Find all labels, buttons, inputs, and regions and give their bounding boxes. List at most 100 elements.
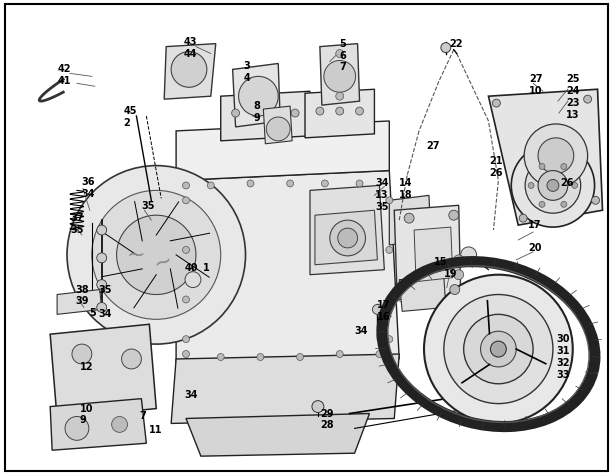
- Text: 19: 19: [444, 269, 457, 279]
- Circle shape: [525, 158, 581, 213]
- Circle shape: [547, 180, 559, 191]
- Circle shape: [312, 400, 324, 412]
- Text: 43: 43: [184, 37, 197, 47]
- Circle shape: [183, 197, 189, 204]
- Circle shape: [444, 294, 553, 404]
- Circle shape: [356, 180, 363, 187]
- Circle shape: [572, 182, 577, 189]
- Circle shape: [207, 182, 215, 189]
- Text: 16: 16: [378, 313, 391, 323]
- Text: 44: 44: [184, 48, 197, 58]
- Polygon shape: [221, 91, 310, 141]
- Polygon shape: [264, 106, 292, 144]
- Polygon shape: [57, 290, 102, 314]
- Text: 20: 20: [528, 243, 542, 253]
- Circle shape: [463, 314, 533, 384]
- Polygon shape: [186, 414, 370, 456]
- Circle shape: [519, 214, 527, 222]
- Circle shape: [441, 43, 451, 53]
- Circle shape: [492, 99, 500, 107]
- Text: 27: 27: [426, 141, 440, 151]
- Polygon shape: [320, 44, 360, 105]
- Text: 13: 13: [375, 190, 389, 200]
- Circle shape: [316, 107, 324, 115]
- Text: 8: 8: [253, 101, 261, 111]
- Text: 42: 42: [58, 65, 72, 75]
- Circle shape: [257, 353, 264, 361]
- Circle shape: [461, 247, 476, 263]
- Circle shape: [217, 353, 224, 361]
- Circle shape: [324, 60, 356, 92]
- Circle shape: [450, 285, 460, 294]
- Polygon shape: [310, 185, 384, 275]
- Text: 14: 14: [399, 179, 413, 189]
- Circle shape: [97, 225, 107, 235]
- Polygon shape: [399, 276, 446, 312]
- Circle shape: [232, 109, 240, 117]
- Text: 10: 10: [529, 86, 543, 96]
- Polygon shape: [164, 44, 216, 99]
- Circle shape: [67, 166, 246, 344]
- Polygon shape: [176, 121, 389, 180]
- Text: 17: 17: [528, 220, 542, 230]
- Circle shape: [376, 351, 383, 358]
- Circle shape: [490, 341, 506, 357]
- Text: 2: 2: [124, 118, 131, 128]
- Text: 1: 1: [203, 263, 210, 273]
- Text: 26: 26: [489, 168, 503, 178]
- Polygon shape: [176, 171, 399, 369]
- Text: 34: 34: [81, 190, 94, 200]
- Circle shape: [65, 417, 89, 440]
- Circle shape: [424, 275, 573, 423]
- Circle shape: [112, 417, 128, 432]
- Circle shape: [336, 49, 344, 57]
- Circle shape: [449, 210, 459, 220]
- Circle shape: [511, 144, 595, 227]
- Circle shape: [524, 124, 588, 188]
- Circle shape: [116, 215, 196, 294]
- Polygon shape: [489, 89, 603, 225]
- Circle shape: [561, 163, 567, 170]
- Text: 5: 5: [340, 38, 346, 48]
- Circle shape: [373, 304, 383, 314]
- Text: 30: 30: [556, 334, 569, 344]
- Circle shape: [336, 107, 344, 115]
- Text: 6: 6: [340, 50, 346, 60]
- Circle shape: [386, 247, 393, 253]
- Circle shape: [251, 109, 259, 117]
- Circle shape: [356, 107, 364, 115]
- Text: 31: 31: [556, 346, 569, 356]
- Circle shape: [238, 76, 278, 116]
- Text: 4: 4: [243, 73, 250, 83]
- Circle shape: [337, 351, 343, 358]
- Polygon shape: [50, 324, 156, 418]
- Circle shape: [92, 190, 221, 319]
- Text: 39: 39: [75, 296, 88, 306]
- Polygon shape: [232, 64, 280, 127]
- Circle shape: [183, 351, 189, 358]
- Text: 40: 40: [185, 263, 199, 273]
- Circle shape: [386, 336, 393, 342]
- Circle shape: [291, 109, 299, 117]
- Polygon shape: [305, 89, 375, 138]
- Text: ~: ~: [151, 249, 175, 275]
- Text: 18: 18: [399, 190, 413, 200]
- Circle shape: [336, 92, 344, 100]
- Text: 17: 17: [378, 300, 391, 311]
- Circle shape: [584, 95, 592, 103]
- Text: 32: 32: [556, 358, 569, 368]
- Circle shape: [266, 117, 290, 141]
- Circle shape: [287, 180, 294, 187]
- Text: 13: 13: [566, 110, 579, 120]
- Circle shape: [538, 171, 568, 200]
- Text: 34: 34: [354, 326, 368, 336]
- Circle shape: [183, 336, 189, 342]
- Text: 41: 41: [58, 76, 72, 86]
- Circle shape: [592, 196, 600, 204]
- Text: 7: 7: [139, 411, 146, 421]
- Text: 7: 7: [340, 62, 346, 72]
- Circle shape: [97, 303, 107, 313]
- Circle shape: [454, 255, 463, 265]
- Text: ~: ~: [127, 245, 146, 265]
- Text: 21: 21: [489, 156, 503, 166]
